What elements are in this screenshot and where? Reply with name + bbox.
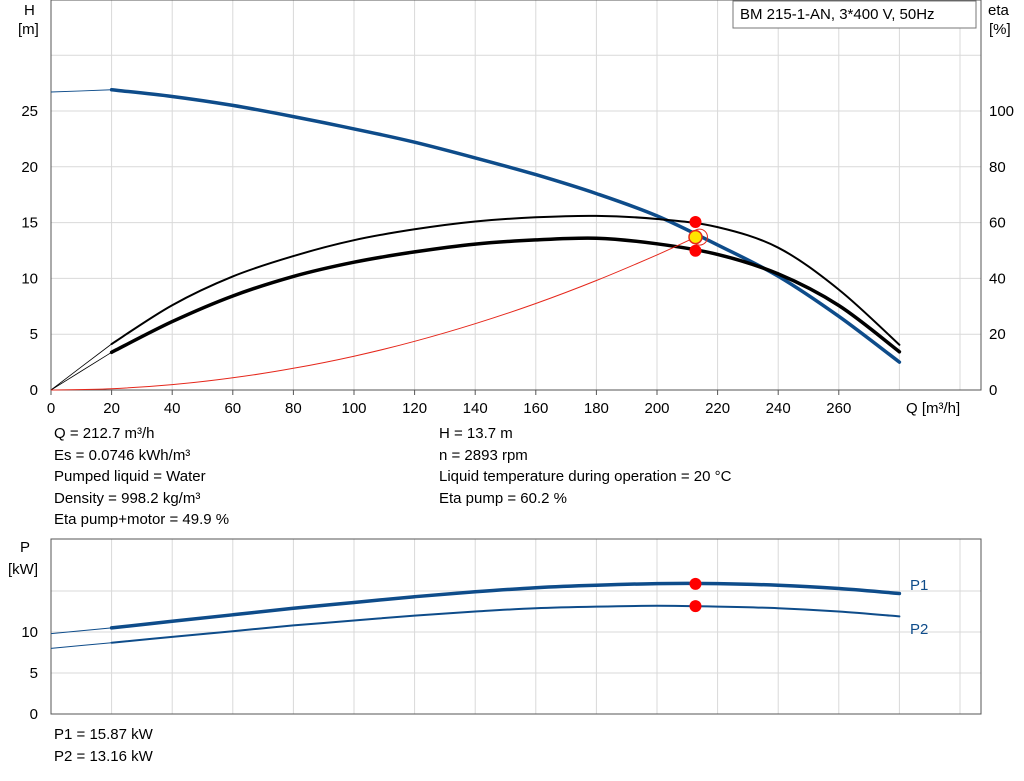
y-tick-label: 25: [21, 103, 38, 120]
y2-tick-label: 20: [989, 326, 1006, 343]
info-eta-pump: Eta pump = 60.2 %: [439, 489, 567, 507]
operating-points: [688, 216, 708, 613]
y2-axis-unit-eta: [%]: [989, 21, 1011, 38]
x-tick-label: 20: [103, 400, 120, 417]
info-column-right: H = 13.7 m n = 2893 rpm Liquid temperatu…: [439, 423, 731, 509]
p-tick-label: 10: [21, 624, 38, 641]
info-column-left: Q = 212.7 m³/h Es = 0.0746 kWh/m³ Pumped…: [54, 423, 229, 531]
x-tick-label: 0: [47, 400, 55, 417]
x-tick-label: 100: [341, 400, 366, 417]
y-axis-label-p: P: [20, 539, 30, 556]
op-point-p1: [689, 577, 702, 590]
op-point-eta-pump: [689, 216, 702, 229]
top-chart-grid: [50, 0, 981, 390]
curves: [50, 88, 902, 649]
op-point-head: [688, 229, 703, 245]
y-tick-label: 0: [30, 382, 38, 399]
head-curve-thin: [50, 89, 112, 93]
x-tick-label: 180: [584, 400, 609, 417]
y2-tick-label: 100: [989, 103, 1014, 120]
info-flow: Q = 212.7 m³/h: [54, 425, 155, 442]
bottom-chart-frame: [50, 538, 982, 715]
x-tick-label: 240: [766, 400, 791, 417]
top-chart-frame: [50, 0, 982, 391]
eta-pump-curve: [110, 214, 901, 346]
y-tick-label: 5: [30, 326, 38, 343]
x-tick-label: 220: [705, 400, 730, 417]
system-curve-thin: [50, 236, 696, 391]
head-curve: [109, 88, 902, 364]
title-box: [732, 0, 977, 29]
eta-pump-curve-thin: [50, 343, 112, 391]
info-density: Density = 998.2 kg/m³: [54, 489, 201, 507]
p2-curve-thin: [50, 642, 112, 649]
op-point-eta-pump-motor: [689, 244, 702, 257]
legend-p1: P1: [910, 577, 928, 594]
axis-ticks: 0 20 40 60 80 100 120 140 160 180 200 220 240 2600510…: [21, 103, 1014, 723]
eta-pump-motor-curve-thin: [50, 351, 112, 391]
info-p1: P1 = 15.87 kW: [54, 726, 153, 743]
info-liquid: Pumped liquid = Water: [54, 468, 206, 485]
y-axis-unit-p: [kW]: [8, 561, 38, 578]
x-tick-label: 260: [826, 400, 851, 417]
y-tick-label: 10: [21, 270, 38, 287]
y2-axis-label-eta: eta: [988, 2, 1010, 19]
x-tick-label: 160: [523, 400, 548, 417]
y2-tick-label: 0: [989, 382, 997, 399]
info-p2: P2 = 13.16 kW: [54, 747, 153, 765]
info-speed: n = 2893 rpm: [439, 446, 528, 464]
info-power: P1 = 15.87 kW P2 = 13.16 kW: [54, 724, 153, 767]
y-tick-label: 20: [21, 159, 38, 176]
x-tick-label: 200: [644, 400, 669, 417]
y2-tick-label: 40: [989, 270, 1006, 287]
p1-curve: [109, 581, 902, 630]
x-tick-label: 120: [402, 400, 427, 417]
y-axis-unit-h: [m]: [18, 21, 39, 38]
p2-curve: [110, 604, 901, 644]
y-axis-label-h: H: [24, 2, 35, 19]
chart-title: BM 215-1-AN, 3*400 V, 50Hz: [740, 6, 935, 23]
x-tick-label: 140: [463, 400, 488, 417]
x-tick-label: 80: [285, 400, 302, 417]
info-energy: Es = 0.0746 kWh/m³: [54, 446, 191, 464]
info-eta-pump-motor: Eta pump+motor = 49.9 %: [54, 511, 230, 528]
y-tick-label: 15: [21, 215, 38, 232]
y2-tick-label: 60: [989, 215, 1006, 232]
info-temperature: Liquid temperature during operation = 20…: [439, 468, 732, 485]
bottom-chart-grid: [50, 539, 981, 714]
eta-pump-motor-curve: [109, 236, 902, 355]
x-tick-label: 40: [164, 400, 181, 417]
op-point-p2: [689, 600, 702, 613]
p-tick-label: 5: [30, 665, 38, 682]
p-tick-label: 0: [30, 706, 38, 723]
info-head: H = 13.7 m: [439, 425, 513, 442]
y2-tick-label: 80: [989, 159, 1006, 176]
x-tick-label: 60: [224, 400, 241, 417]
legend-p2: P2: [910, 621, 928, 638]
p1-curve-thin: [50, 627, 112, 635]
x-axis-label: Q [m³/h]: [906, 400, 960, 417]
